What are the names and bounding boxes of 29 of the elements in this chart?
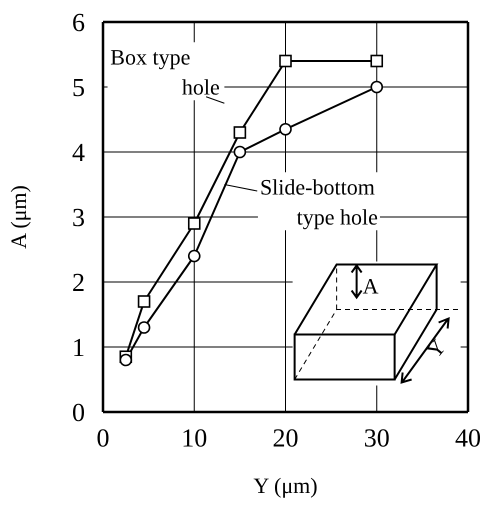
point (120, 354, 132, 366)
x-tick-label: 10 (181, 423, 208, 452)
point (234, 126, 246, 139)
series-label: Box type hole (110, 44, 220, 100)
y-tick-label: 1 (72, 333, 85, 362)
legend-label: Slide-bottom type hole (260, 174, 378, 230)
point (370, 54, 384, 68)
y-tick-label: 4 (72, 138, 85, 168)
point (138, 321, 150, 334)
point (188, 250, 201, 262)
x-axis-title: Y (μm) (253, 473, 318, 498)
x-tick-label: 0 (96, 423, 110, 452)
y-tick-label: 2 (72, 268, 85, 298)
x-tick-label: 30 (364, 423, 390, 452)
point (188, 217, 201, 230)
annotation: Y (421, 334, 451, 363)
x-tick-label: 40 (455, 423, 481, 452)
point (279, 54, 292, 68)
point (138, 295, 150, 308)
y-tick-label: 6 (72, 8, 85, 38)
y-tick-label: 5 (72, 73, 85, 102)
annotation: A (362, 274, 379, 298)
y-tick-label: 3 (72, 203, 85, 232)
point (279, 122, 292, 136)
y-axis-title: A (μm) (6, 185, 31, 249)
point (234, 146, 246, 158)
point (370, 80, 384, 94)
x-tick-label: 20 (272, 423, 298, 452)
y-tick-label: 0 (72, 398, 85, 428)
